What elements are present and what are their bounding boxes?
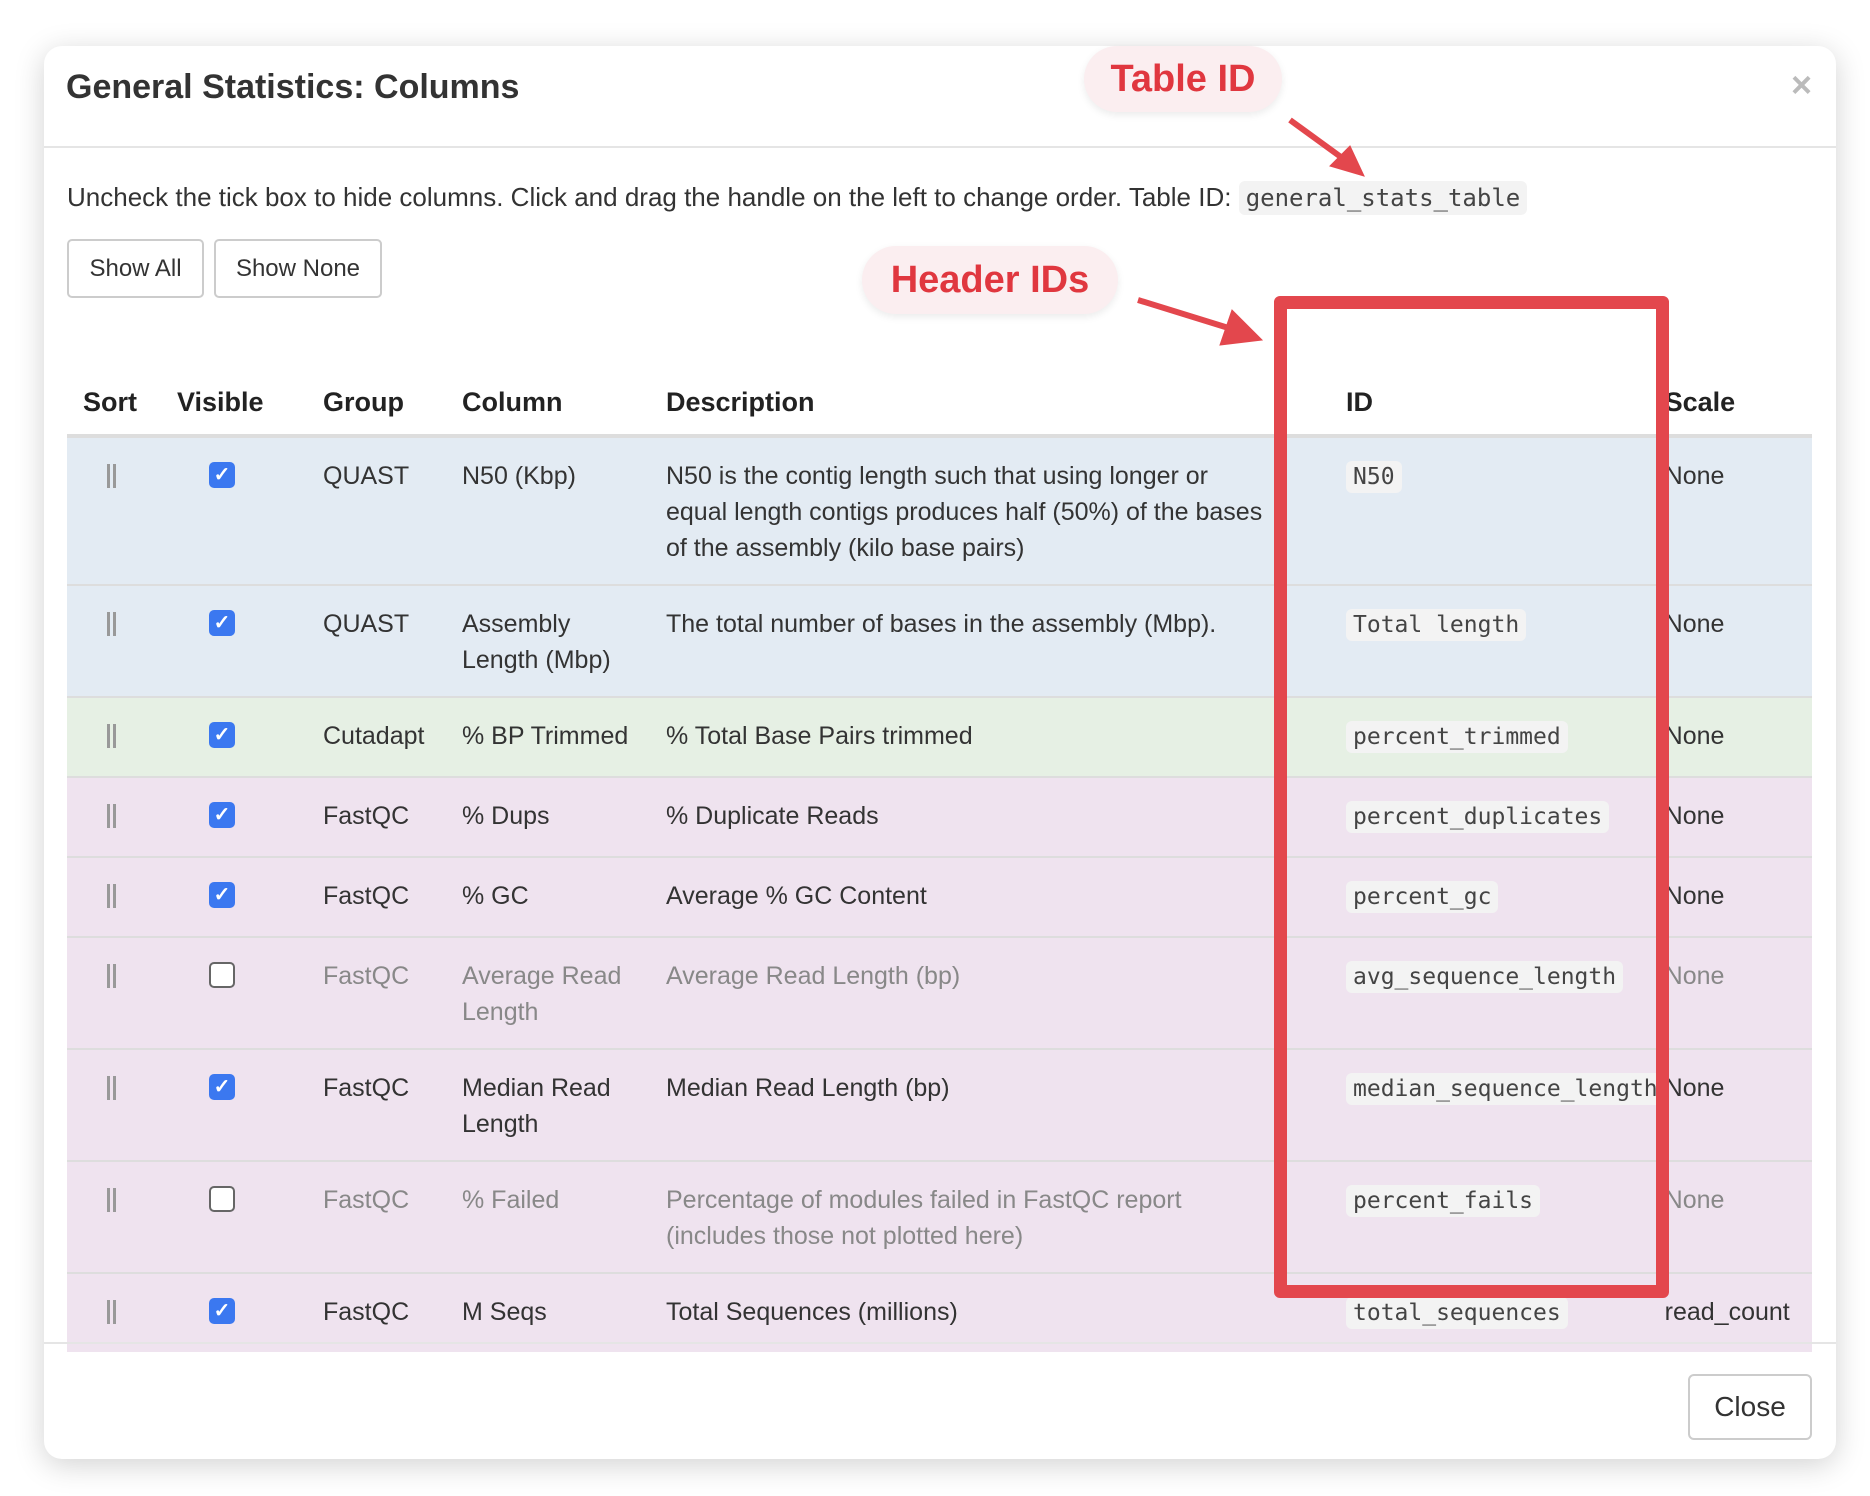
table-row: ✓ Cutadapt % BP Trimmed % Total Base Pai… — [67, 696, 1812, 777]
header-scale: Scale — [1664, 342, 1812, 438]
table-row: ✓ FastQC % Dups % Duplicate Reads percen… — [67, 776, 1812, 857]
drag-handle-icon[interactable] — [107, 804, 116, 828]
group-cell: FastQC — [323, 776, 462, 857]
visible-checkbox[interactable]: ✓ — [209, 462, 235, 488]
table-row: ✓ FastQC Median Read Length Median Read … — [67, 1048, 1812, 1161]
visible-checkbox[interactable]: ✓ — [209, 802, 235, 828]
column-cell: % Failed — [462, 1160, 666, 1273]
header-ids-annotation: Header IDs — [862, 246, 1118, 314]
group-cell: FastQC — [323, 936, 462, 1049]
scale-cell: read_count — [1664, 1272, 1812, 1352]
drag-handle-icon[interactable] — [107, 1076, 116, 1100]
column-cell: % BP Trimmed — [462, 696, 666, 777]
column-cell: Assembly Length (Mbp) — [462, 584, 666, 697]
id-code: percent_trimmed — [1346, 721, 1568, 753]
footer-divider — [44, 1342, 1836, 1344]
header-visible: Visible — [177, 342, 323, 438]
visible-checkbox[interactable] — [209, 962, 235, 988]
description-cell: Median Read Length (bp) — [666, 1048, 1302, 1161]
id-code: total_sequences — [1346, 1297, 1568, 1329]
show-all-button[interactable]: Show All — [67, 239, 204, 298]
table-id-code: general_stats_table — [1238, 181, 1528, 215]
group-cell: QUAST — [323, 435, 462, 585]
id-code: N50 — [1346, 461, 1402, 493]
drag-handle-icon[interactable] — [107, 884, 116, 908]
show-none-button[interactable]: Show None — [214, 239, 382, 298]
scale-cell: None — [1664, 1048, 1812, 1161]
column-cell: % GC — [462, 856, 666, 937]
description-cell: % Total Base Pairs trimmed — [666, 696, 1302, 777]
column-cell: N50 (Kbp) — [462, 435, 666, 585]
description-cell: N50 is the contig length such that using… — [666, 435, 1302, 585]
description-cell: Average Read Length (bp) — [666, 936, 1302, 1049]
id-code: percent_duplicates — [1346, 801, 1610, 833]
drag-handle-icon[interactable] — [107, 724, 116, 748]
table-id-annotation: Table ID — [1084, 46, 1282, 112]
table-row: ✓ FastQC % GC Average % GC Content perce… — [67, 856, 1812, 937]
close-button[interactable]: Close — [1688, 1374, 1812, 1440]
columns-table: Sort Visible Group Column Description ID… — [67, 342, 1812, 1352]
description-cell: The total number of bases in the assembl… — [666, 584, 1302, 697]
description-cell: Total Sequences (millions) — [666, 1272, 1302, 1352]
table-row: ✓ QUAST N50 (Kbp) N50 is the contig leng… — [67, 435, 1812, 585]
drag-handle-icon[interactable] — [107, 1300, 116, 1324]
header-column: Column — [462, 342, 666, 438]
column-cell: M Seqs — [462, 1272, 666, 1352]
group-cell: FastQC — [323, 1048, 462, 1161]
instructions: Uncheck the tick box to hide columns. Cl… — [67, 181, 1528, 215]
header-description: Description — [666, 342, 1302, 438]
description-cell: Average % GC Content — [666, 856, 1302, 937]
table-row: FastQC % Failed Percentage of modules fa… — [67, 1160, 1812, 1273]
description-cell: % Duplicate Reads — [666, 776, 1302, 857]
drag-handle-icon[interactable] — [107, 964, 116, 988]
scale-cell: None — [1664, 936, 1812, 1049]
arrow-to-header-ids — [1137, 297, 1264, 346]
header-group: Group — [323, 342, 462, 438]
scale-cell: None — [1664, 856, 1812, 937]
table-row: ✓ QUAST Assembly Length (Mbp) The total … — [67, 584, 1812, 697]
visible-checkbox[interactable]: ✓ — [209, 722, 235, 748]
table-row: FastQC Average Read Length Average Read … — [67, 936, 1812, 1049]
dialog-title: General Statistics: Columns — [66, 68, 520, 106]
header-ids-highlight-box — [1274, 296, 1669, 1298]
group-cell: FastQC — [323, 1272, 462, 1352]
scale-cell: None — [1664, 584, 1812, 697]
drag-handle-icon[interactable] — [107, 464, 116, 488]
header-id: ID — [1302, 342, 1665, 438]
column-cell: Average Read Length — [462, 936, 666, 1049]
group-cell: FastQC — [323, 856, 462, 937]
scale-cell: None — [1664, 435, 1812, 585]
visible-checkbox[interactable]: ✓ — [209, 1298, 235, 1324]
column-cell: Median Read Length — [462, 1048, 666, 1161]
visible-checkbox[interactable]: ✓ — [209, 610, 235, 636]
id-code: median_sequence_length — [1346, 1073, 1665, 1105]
id-code: percent_gc — [1346, 881, 1499, 913]
close-x-icon[interactable]: × — [1790, 64, 1812, 105]
instructions-text: Uncheck the tick box to hide columns. Cl… — [67, 182, 1232, 212]
visible-checkbox[interactable]: ✓ — [209, 1074, 235, 1100]
id-code: avg_sequence_length — [1346, 961, 1624, 993]
scale-cell: None — [1664, 1160, 1812, 1273]
visible-checkbox[interactable] — [209, 1186, 235, 1212]
header-sort: Sort — [67, 342, 177, 438]
group-cell: QUAST — [323, 584, 462, 697]
arrow-to-table-id — [1288, 117, 1365, 177]
visible-checkbox[interactable]: ✓ — [209, 882, 235, 908]
id-code: Total length — [1346, 609, 1527, 641]
scale-cell: None — [1664, 776, 1812, 857]
group-cell: Cutadapt — [323, 696, 462, 777]
scale-cell: None — [1664, 696, 1812, 777]
drag-handle-icon[interactable] — [107, 1188, 116, 1212]
column-cell: % Dups — [462, 776, 666, 857]
header-divider — [44, 146, 1836, 148]
description-cell: Percentage of modules failed in FastQC r… — [666, 1160, 1302, 1273]
group-cell: FastQC — [323, 1160, 462, 1273]
drag-handle-icon[interactable] — [107, 612, 116, 636]
id-code: percent_fails — [1346, 1185, 1541, 1217]
